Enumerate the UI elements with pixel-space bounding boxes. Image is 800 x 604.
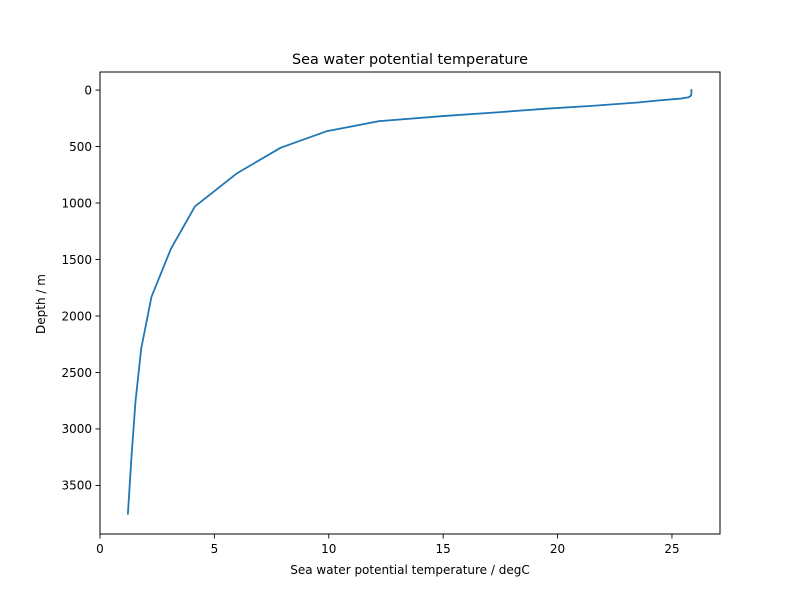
x-tick-label: 5 xyxy=(211,542,219,556)
x-tick-label: 0 xyxy=(96,542,104,556)
x-axis: 0 5 10 15 20 25 xyxy=(96,534,680,556)
series-line xyxy=(126,89,693,515)
plot-area xyxy=(99,71,721,535)
y-tick-label: 1500 xyxy=(61,253,92,267)
y-tick-label: 0 xyxy=(84,83,92,97)
x-tick-label: 25 xyxy=(664,542,679,556)
y-tick-label: 2000 xyxy=(61,309,92,323)
y-tick-label: 2500 xyxy=(61,366,92,380)
chart-title: Sea water potential temperature xyxy=(292,52,528,68)
x-tick-label: 20 xyxy=(550,542,565,556)
y-axis-label: Depth / m xyxy=(34,274,48,334)
y-tick-label: 500 xyxy=(69,140,92,154)
x-tick-label: 15 xyxy=(436,542,451,556)
x-axis-label: Sea water potential temperature / degC xyxy=(290,563,529,577)
axes-frame xyxy=(99,71,721,535)
y-tick-label: 1000 xyxy=(61,196,92,210)
y-tick-label: 3000 xyxy=(61,422,92,436)
y-tick-label: 3500 xyxy=(61,479,92,493)
y-axis: 0 500 1000 1500 2000 2500 3000 3500 xyxy=(61,83,100,493)
x-tick-label: 10 xyxy=(321,542,336,556)
